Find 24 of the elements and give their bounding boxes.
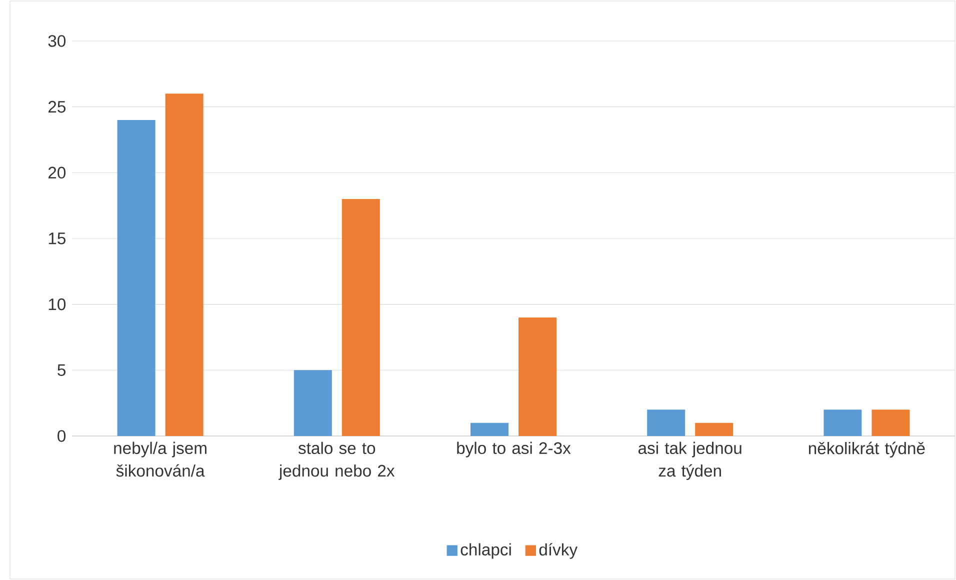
bar: [342, 198, 380, 436]
y-tick-label: 30: [48, 35, 66, 47]
x-tick-label: několikrát týdně: [808, 442, 925, 458]
x-tick-label: stalo se to jednou nebo 2x: [278, 442, 395, 480]
y-tick-label: 5: [58, 364, 66, 376]
y-tick-label: 25: [48, 100, 66, 113]
y-tick-label: 10: [48, 298, 66, 310]
y-tick-label: 15: [48, 232, 66, 244]
bar: [824, 410, 862, 436]
y-tick-label: 20: [48, 166, 66, 179]
bar: [117, 120, 156, 436]
legend-label: chlapci: [460, 543, 511, 559]
bar: [470, 422, 509, 436]
x-tick-label: asi tak jednou za týden: [638, 442, 742, 480]
bar: [647, 410, 686, 436]
x-tick-label: nebyl/a jsem šikonován/a: [114, 442, 206, 477]
x-tick-label: bylo to asi 2-3x: [457, 442, 571, 458]
bar: [518, 317, 557, 436]
bar: [165, 94, 204, 436]
bar: [872, 410, 910, 436]
y-tick-label: 0: [58, 430, 66, 442]
bar: [695, 422, 734, 436]
bar: [294, 370, 332, 436]
legend-label: dívky: [539, 543, 578, 559]
